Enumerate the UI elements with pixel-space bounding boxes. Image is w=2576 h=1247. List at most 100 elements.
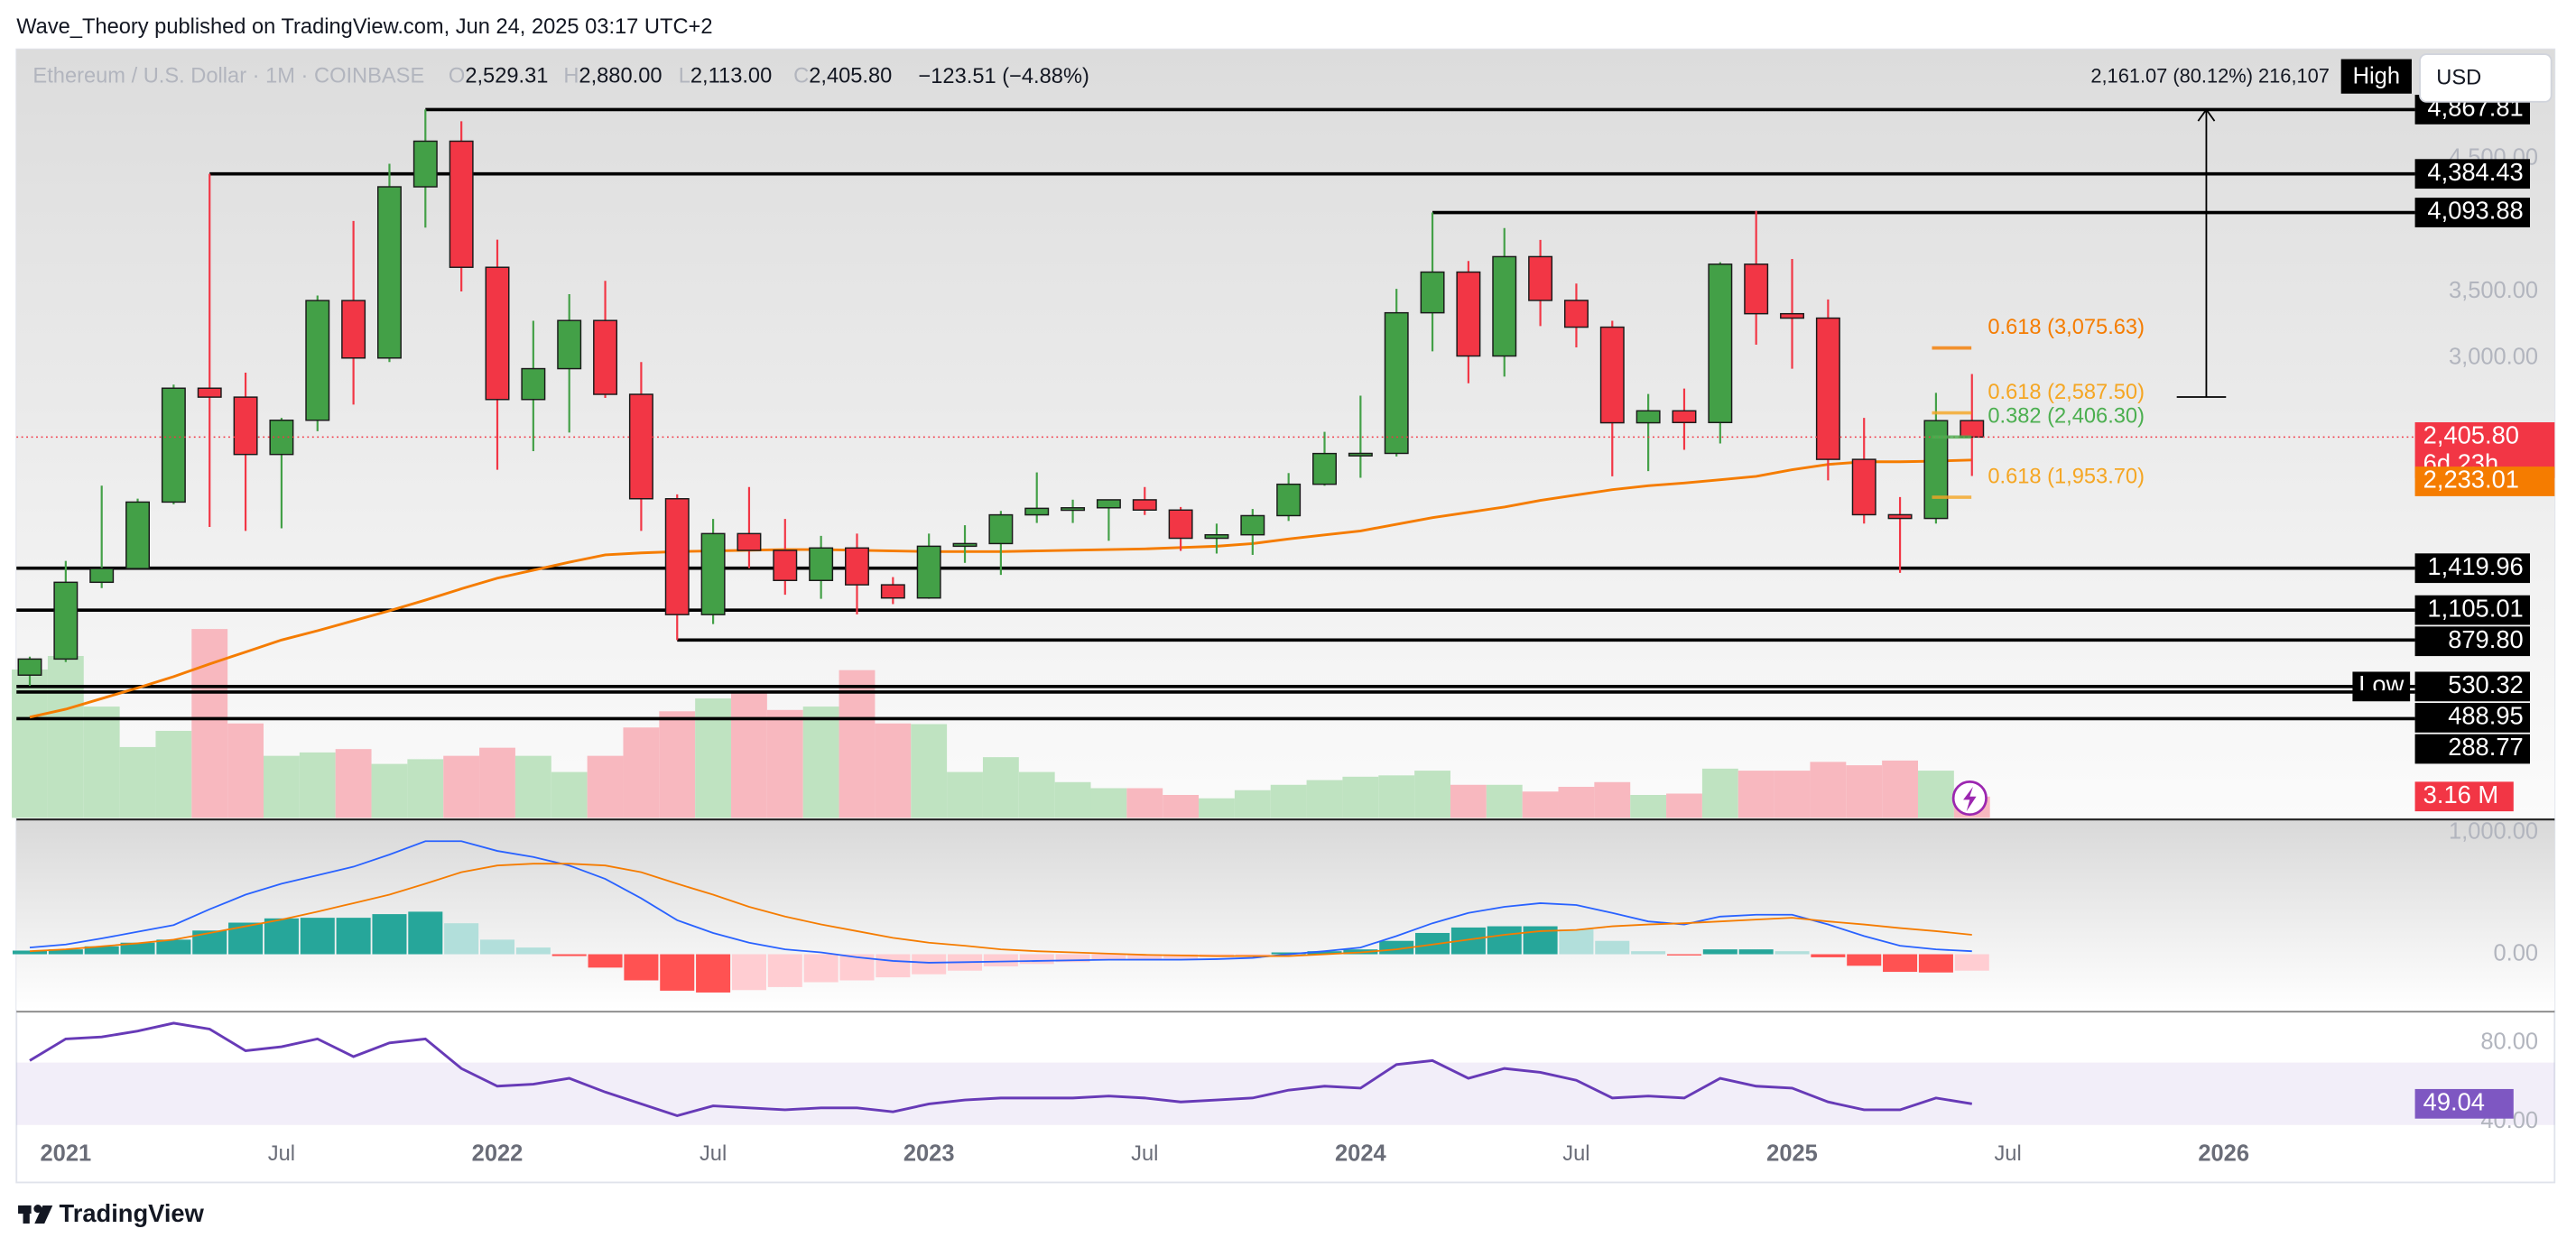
candle-body [845,547,869,586]
macd-histogram [479,939,515,955]
volume-bar [1846,765,1883,818]
ohlc-key: C [793,65,809,88]
volume-bar [911,724,948,818]
macd-histogram [84,946,119,955]
macd-histogram [444,923,479,955]
candle-body [1708,263,1733,423]
macd-histogram [192,930,227,955]
symbol: Ethereum / U.S. Dollar · 1M · COINBASE [32,65,424,88]
level-tag-box [2414,595,2530,625]
footer-brand: TradingView [60,1199,205,1227]
macd-histogram [1271,952,1306,955]
macd-tick-label: 0.00 [2494,940,2539,965]
volume-bar [83,707,120,818]
candle-body [197,387,222,398]
candle-body [1492,255,1517,357]
volume-tag-box [2414,781,2514,812]
macd-histogram [1666,954,1701,956]
macd-histogram [588,954,623,968]
macd-histogram [912,954,947,975]
macd-histogram [876,954,911,978]
volume-bar [731,693,767,818]
logo-part [23,1205,30,1224]
macd-line [29,840,1972,964]
candle-body [952,542,978,548]
x-tick-label: 2023 [903,1141,955,1166]
level-tag: 530.32 [2448,670,2524,698]
macd-histogram [1163,954,1199,959]
macd-histogram [731,954,766,991]
fib-label: 0.618 (2,587.50) [1988,381,2145,404]
candle-body [628,393,653,500]
volume-bar [1306,780,1343,818]
volume-bar [1163,794,1200,818]
measure-label: 2,161.07 (80.12%) 216,107 [2090,64,2330,87]
candle-body [916,545,941,599]
candle-body [1384,311,1409,455]
macd-histogram [767,954,802,987]
macd-histogram [515,947,551,955]
macd-histogram [1415,932,1450,955]
macd-histogram [1631,951,1666,955]
ohlc-item: H2,880.00 [563,65,662,88]
volume-bar [1810,762,1847,818]
volume-bar [119,746,156,818]
macd-histogram [624,954,659,981]
macd-histogram [1738,949,1774,955]
level-tag: 1,419.96 [2427,552,2523,580]
level-extra: Low [2358,670,2404,698]
volume-bar [1270,784,1307,818]
volume-bar [1522,791,1559,818]
volume-bar [1594,781,1631,818]
rsi-band [16,1062,2555,1125]
rsi-tag-box [2414,1088,2514,1119]
macd-histogram [12,950,48,955]
candle-body [1672,410,1697,423]
volume-bar [1090,788,1127,818]
candle-body [449,140,474,268]
volume-bar [191,629,228,818]
macd-histogram [1019,954,1054,965]
macd-histogram [1487,926,1522,955]
volume-tag: 3.16 M [2423,781,2498,808]
candle-body [305,300,330,421]
macd-histogram [1127,954,1163,959]
x-tick-label: 2025 [1766,1141,1818,1166]
price-tag: 2,405.80 [2423,421,2519,449]
macd-histogram [336,918,371,955]
candle-body [485,266,510,401]
volume-bar [12,669,48,818]
macd-histogram [696,954,731,993]
fib-label: 0.618 (1,953.70) [1988,465,2145,488]
level-tag-box [2414,553,2530,584]
volume-bar [875,723,912,818]
candle-body [1276,483,1302,517]
currency[interactable]: USD [2436,67,2481,90]
level-extra-box [2352,671,2411,702]
volume-bar [299,752,336,818]
fib-label: 0.618 (3,075.63) [1988,316,2145,339]
candle-body [1132,499,1157,512]
level-tag-box [2414,198,2530,227]
candle-body [809,547,834,581]
volume-bar [1774,771,1811,818]
currency-button[interactable] [2419,53,2553,103]
macd-histogram [1595,940,1630,955]
volume-bar [371,763,408,818]
candle-body [1312,452,1337,485]
volume-bar [659,711,696,818]
volume-bar [1199,798,1235,818]
candle-body [161,387,186,503]
volume-bar [587,755,624,818]
candle-body [233,396,258,456]
macd-histogram [48,949,83,955]
volume-bar [839,670,876,818]
macd-histogram [1774,951,1810,955]
volume-bar [263,755,300,818]
x-tick-label: Jul [1562,1142,1589,1166]
candle-body [89,568,115,584]
macd-histogram [1918,954,1953,973]
ohlc-item: L2,113.00 [679,65,773,88]
candle-body [773,550,798,581]
